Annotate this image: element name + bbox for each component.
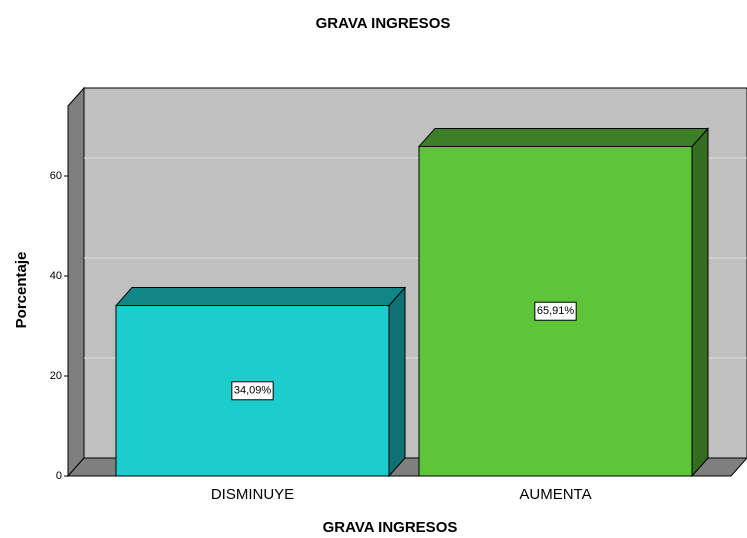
value-label: 65,91% bbox=[537, 305, 575, 317]
value-label: 34,09% bbox=[234, 385, 272, 397]
x-tick-label: AUMENTA bbox=[519, 486, 591, 503]
left-wall bbox=[67, 86, 85, 478]
chart-title: GRAVA INGRESOS bbox=[316, 15, 451, 32]
bar-side bbox=[691, 127, 709, 478]
y-tick-label: 20 bbox=[50, 370, 62, 382]
y-axis-title: Porcentaje bbox=[13, 252, 30, 329]
y-tick-label: 0 bbox=[56, 470, 62, 482]
value-label-box bbox=[231, 381, 274, 401]
bar-side bbox=[388, 286, 406, 478]
x-tick-label: DISMINUYE bbox=[211, 486, 294, 503]
y-tick-label: 60 bbox=[50, 170, 62, 182]
x-axis-title: GRAVA INGRESOS bbox=[323, 519, 458, 536]
y-tick-label: 40 bbox=[50, 270, 62, 282]
value-label-box bbox=[534, 301, 577, 321]
bar-top bbox=[417, 127, 710, 147]
bar-top bbox=[114, 287, 407, 307]
